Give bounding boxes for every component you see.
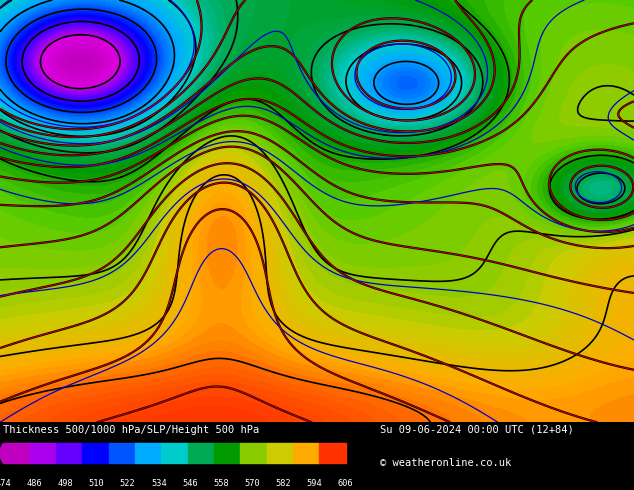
Text: © weatheronline.co.uk: © weatheronline.co.uk	[380, 458, 512, 468]
Text: 582: 582	[275, 479, 291, 488]
Text: Su 09-06-2024 00:00 UTC (12+84): Su 09-06-2024 00:00 UTC (12+84)	[380, 425, 574, 435]
Text: 558: 558	[213, 479, 229, 488]
Text: 474: 474	[0, 479, 11, 488]
Text: 486: 486	[27, 479, 42, 488]
Text: 510: 510	[89, 479, 105, 488]
Text: 546: 546	[182, 479, 198, 488]
Text: Thickness 500/1000 hPa/SLP/Height 500 hPa: Thickness 500/1000 hPa/SLP/Height 500 hP…	[3, 425, 259, 435]
Text: 606: 606	[338, 479, 353, 488]
Text: 594: 594	[306, 479, 322, 488]
Text: 570: 570	[244, 479, 260, 488]
Text: 534: 534	[151, 479, 167, 488]
Text: 498: 498	[58, 479, 74, 488]
Text: 522: 522	[120, 479, 136, 488]
